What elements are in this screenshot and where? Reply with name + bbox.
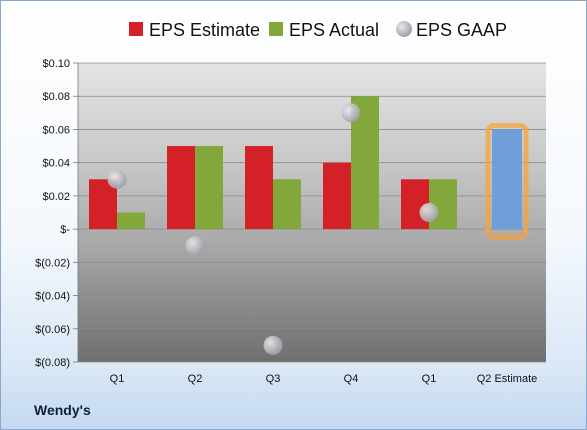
y-tick-label: $0.08 (42, 91, 70, 103)
eps-actual-bar (273, 179, 301, 230)
bars (89, 96, 529, 240)
legend-label: EPS GAAP (416, 20, 507, 40)
y-tick-label: $(0.04) (35, 291, 70, 303)
legend-swatch (269, 22, 283, 36)
y-tick-label: $0.10 (42, 58, 70, 70)
eps-estimate-bar (323, 162, 351, 230)
eps-gaap-point (419, 203, 439, 222)
company-label: Wendy's (34, 402, 91, 418)
legend-label: EPS Actual (289, 20, 379, 40)
eps-actual-bar (429, 179, 457, 230)
y-axis-ticks: $0.10 $0.08 $0.06 $0.04 $0.02 $- $(0.02) $(0.04… (35, 58, 79, 369)
gridlines (78, 62, 546, 363)
y-tick-label: $(0.08) (35, 357, 70, 369)
eps-estimate-bar (89, 179, 117, 230)
x-axis-ticks: Q1 Q2 Q3 Q4 Q1 Q2 Estimate (110, 373, 538, 385)
legend-label: EPS Estimate (149, 20, 260, 40)
gaap-points (107, 103, 439, 355)
eps-gaap-point (263, 335, 283, 355)
eps-actual-bar (117, 212, 145, 230)
eps-gaap-point (185, 236, 205, 256)
eps-gaap-point (107, 169, 127, 189)
eps-estimate-bar (167, 146, 195, 230)
x-tick-label: Q1 (110, 373, 125, 385)
x-tick-label: Q1 (422, 373, 437, 385)
legend-swatch-gaap (396, 21, 412, 37)
y-tick-label: $0.06 (42, 124, 70, 136)
y-tick-label: $(0.06) (35, 324, 70, 336)
forecast-bar (492, 129, 522, 230)
x-tick-label: Q2 (188, 373, 203, 385)
y-tick-label: $0.02 (42, 191, 70, 203)
legend: EPS Estimate EPS Actual EPS GAAP (129, 20, 507, 40)
y-tick-label: $(0.02) (35, 257, 70, 269)
forecast-highlight (485, 122, 529, 240)
eps-estimate-bar (245, 146, 273, 230)
x-tick-label: Q3 (266, 373, 281, 385)
y-tick-label: $0.04 (42, 158, 70, 170)
x-tick-label: Q2 Estimate (477, 373, 538, 385)
y-tick-label: $- (60, 224, 70, 236)
legend-swatch (129, 22, 143, 36)
plot-area (78, 63, 546, 362)
eps-estimate-bar (401, 179, 429, 230)
x-tick-label: Q4 (344, 373, 359, 385)
eps-gaap-point (341, 103, 361, 123)
eps-actual-bar (195, 146, 223, 230)
